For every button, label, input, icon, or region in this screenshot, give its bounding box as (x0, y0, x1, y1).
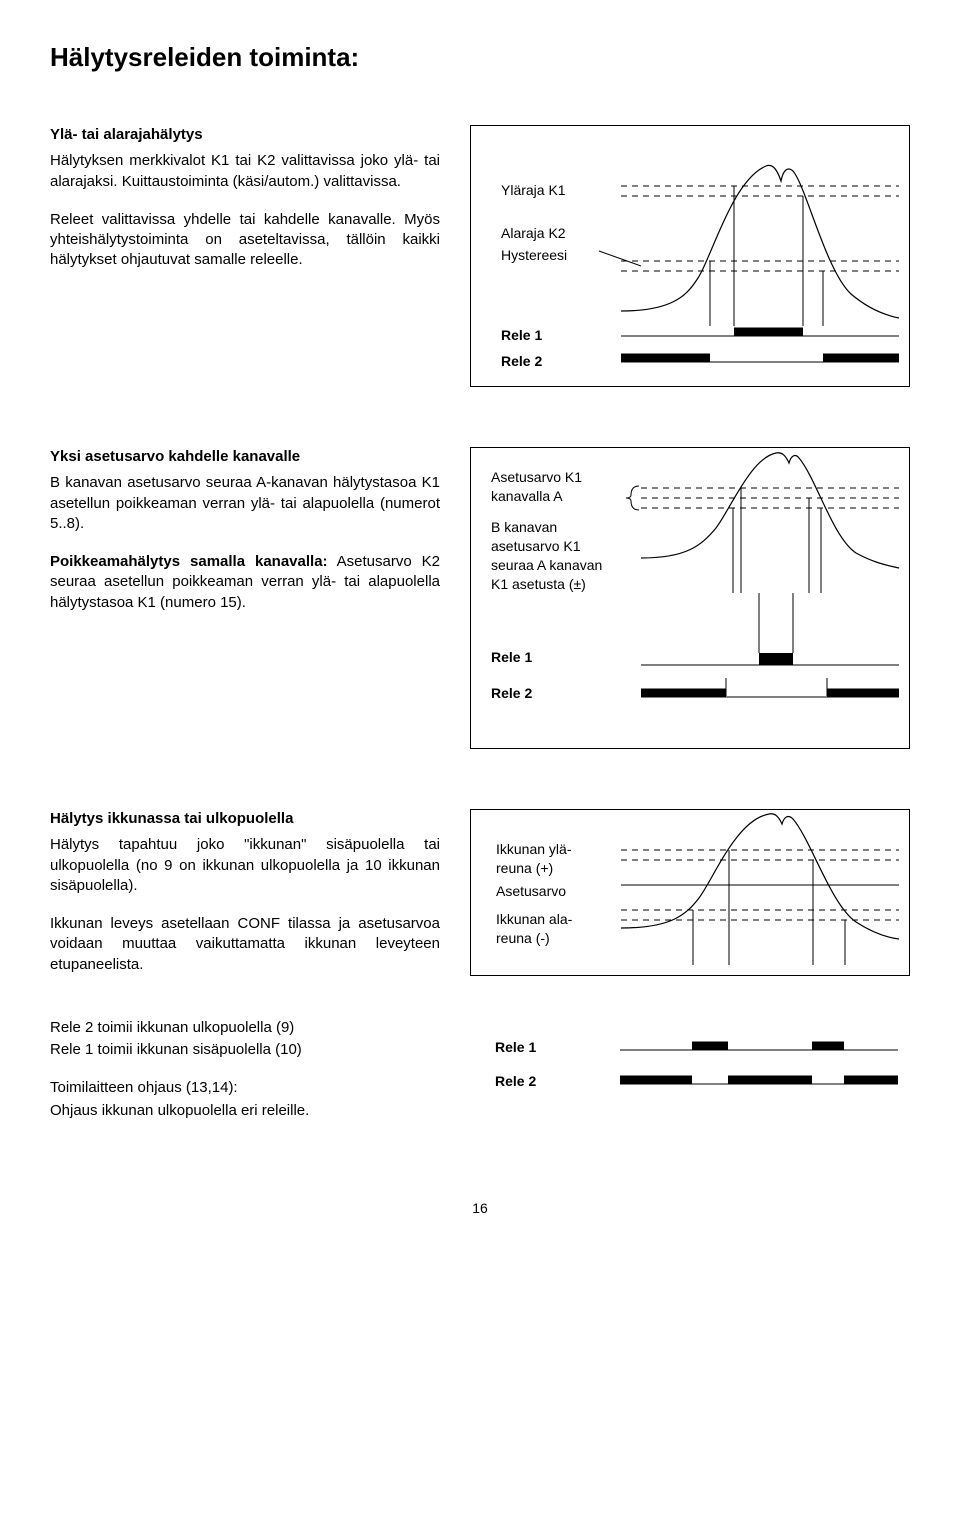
diag1-rele1: Rele 1 (501, 326, 542, 345)
section-3-text: Hälytys ikkunassa tai ulkopuolella Hälyt… (50, 809, 440, 993)
section-2-text: Yksi asetusarvo kahdelle kanavalle B kan… (50, 447, 440, 631)
page-title: Hälytysreleiden toiminta: (50, 40, 910, 75)
diag1-alaraja: Alaraja K2 (501, 224, 566, 243)
section-2: Yksi asetusarvo kahdelle kanavalle B kan… (50, 447, 910, 749)
diagram-2: Asetusarvo K1 kanavalla A B kanavan aset… (470, 447, 910, 749)
section-1-p1: Hälytyksen merkkivalot K1 tai K2 valitta… (50, 151, 440, 192)
diag1-ylaraja: Yläraja K1 (501, 181, 566, 200)
section-3-l3: Toimilaitteen ohjaus (13,14): (50, 1078, 440, 1098)
diag3-rele1: Rele 1 (495, 1038, 536, 1057)
section-2-p2: Poikkeamahälytys samalla kanavalla: Aset… (50, 552, 440, 613)
diag3-ala: Ikkunan ala- reuna (-) (496, 910, 572, 948)
section-3-p2: Ikkunan leveys asetellaan CONF tilassa j… (50, 914, 440, 975)
section-1-p2: Releet valittavissa yhdelle tai kahdelle… (50, 210, 440, 271)
section-3b-text: Rele 2 toimii ikkunan ulkopuolella (9) R… (50, 1018, 440, 1139)
diag3-yla: Ikkunan ylä- reuna (+) (496, 840, 571, 878)
diag2-rele1: Rele 1 (491, 648, 532, 667)
section-3b: Rele 2 toimii ikkunan ulkopuolella (9) R… (50, 1018, 910, 1139)
section-1-heading: Ylä- tai alarajahälytys (50, 125, 440, 145)
diag3-rele2: Rele 2 (495, 1072, 536, 1091)
section-3-heading: Hälytys ikkunassa tai ulkopuolella (50, 809, 440, 829)
diag2-bkan: B kanavan asetusarvo K1 seuraa A kanavan… (491, 518, 602, 594)
section-3: Hälytys ikkunassa tai ulkopuolella Hälyt… (50, 809, 910, 993)
section-3-l4: Ohjaus ikkunan ulkopuolella eri releille… (50, 1101, 440, 1121)
section-2-p2head: Poikkeamahälytys samalla kanavalla: (50, 553, 328, 570)
section-3-p1: Hälytys tapahtuu joko "ikkunan" sisäpuol… (50, 835, 440, 896)
section-1: Ylä- tai alarajahälytys Hälytyksen merkk… (50, 125, 910, 387)
diagram-3b: Rele 1 Rele 2 (470, 1018, 900, 1108)
diag2-aset: Asetusarvo K1 kanavalla A (491, 468, 582, 506)
diag1-rele2: Rele 2 (501, 352, 542, 371)
diag3-aset: Asetusarvo (496, 882, 566, 901)
section-2-p1: B kanavan asetusarvo seuraa A-kanavan hä… (50, 473, 440, 534)
page-number: 16 (50, 1199, 910, 1218)
diag2-rele2: Rele 2 (491, 684, 532, 703)
diagram-1: Yläraja K1 Alaraja K2 Hystereesi Rele 1 … (470, 125, 910, 387)
section-3-l1: Rele 2 toimii ikkunan ulkopuolella (9) (50, 1018, 440, 1038)
diagram-3a: Ikkunan ylä- reuna (+) Asetusarvo Ikkuna… (470, 809, 910, 976)
section-1-text: Ylä- tai alarajahälytys Hälytyksen merkk… (50, 125, 440, 289)
diag1-hyst: Hystereesi (501, 246, 567, 265)
section-2-heading: Yksi asetusarvo kahdelle kanavalle (50, 447, 440, 467)
section-3-l2: Rele 1 toimii ikkunan sisäpuolella (10) (50, 1040, 440, 1060)
